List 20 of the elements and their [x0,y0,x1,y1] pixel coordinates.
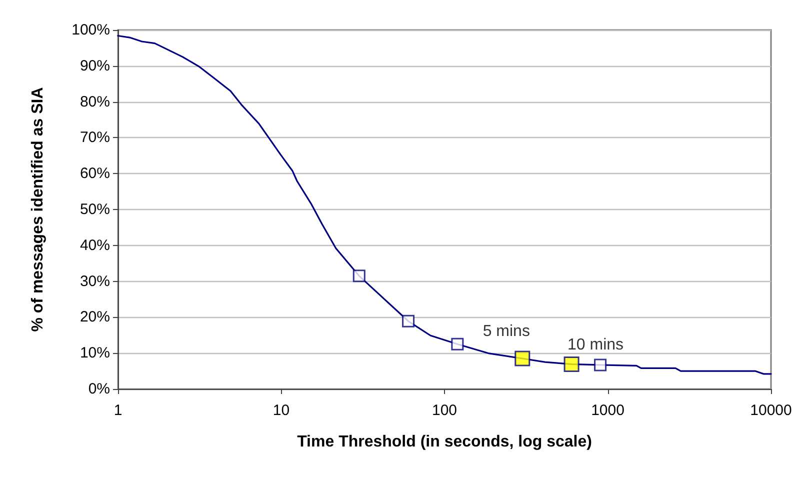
x-tick-label: 10 [272,402,290,419]
y-axis-title: % of messages identified as SIA [30,86,46,332]
annotation: 10 mins [568,336,624,354]
x-tick-label: 1 [114,402,122,419]
y-tick-label: 0% [88,380,110,398]
y-tick-label: 50% [80,201,110,218]
y-tick-label: 30% [80,272,110,290]
y-tick-label: 60% [80,165,110,182]
y-tick-label: 10% [80,344,110,362]
x-tick-label: 100 [432,402,458,419]
x-tick-label: 10000 [750,402,792,419]
x-tick-label: 1000 [591,402,624,419]
y-tick-label: 100% [72,22,110,38]
y-tick-label: 70% [80,129,110,146]
annotation: 5 mins [482,322,530,340]
y-tick-label: 40% [80,236,110,254]
y-tick-label: 90% [80,57,110,74]
y-tick-label: 80% [80,93,110,110]
x-axis-title: Time Threshold (in seconds, log scale) [297,434,592,450]
y-tick-label: 20% [80,308,110,326]
